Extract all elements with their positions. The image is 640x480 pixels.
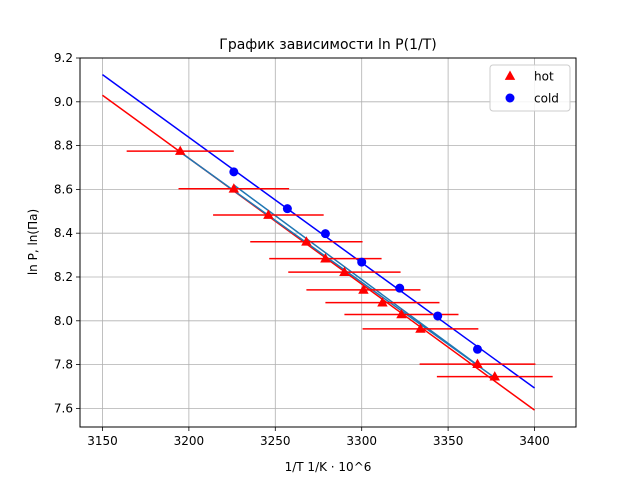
hot-point	[263, 209, 274, 219]
legend: hot cold	[489, 64, 571, 112]
hot-point	[301, 236, 312, 246]
y-tick-label: 8.2	[54, 270, 73, 284]
y-tick-label: 8.0	[54, 314, 73, 328]
hot-point	[320, 253, 331, 263]
hot-point	[228, 183, 240, 193]
x-axis-ticks: 3150 3200 3250 3300 3350 3400	[87, 427, 550, 448]
hot-point	[489, 371, 500, 381]
x-tick-label: 3300	[346, 434, 377, 448]
y-axis-ticks: 7.6 7.8 8.0 8.2 8.4 8.6 8.8 9.0 9.2	[54, 51, 80, 415]
legend-label-cold: cold	[534, 92, 559, 106]
y-tick-label: 9.2	[54, 51, 73, 65]
y-tick-label: 8.8	[54, 139, 73, 153]
x-tick-label: 3200	[174, 434, 205, 448]
cold-point	[282, 204, 292, 214]
x-tick-label: 3400	[519, 434, 550, 448]
y-tick-label: 7.8	[54, 358, 73, 372]
cold-point	[395, 283, 405, 293]
legend-label-hot: hot	[534, 70, 554, 84]
y-tick-label: 8.6	[54, 182, 73, 196]
y-axis-label: ln P, ln(Па)	[26, 209, 40, 275]
cold-point	[229, 167, 239, 177]
hot-point	[415, 323, 426, 333]
x-tick-label: 3250	[260, 434, 291, 448]
x-tick-label: 3150	[87, 434, 118, 448]
cold-point	[433, 311, 443, 321]
hot-point	[175, 145, 186, 155]
hot-point	[339, 266, 350, 277]
x-tick-label: 3350	[433, 434, 464, 448]
hot-point	[472, 358, 483, 368]
fit-line	[102, 74, 535, 389]
y-tick-label: 9.0	[54, 95, 73, 109]
hot-point	[377, 297, 388, 307]
hot-point	[358, 284, 369, 294]
fit-line	[102, 94, 535, 411]
cold-point	[357, 257, 367, 267]
data-markers	[175, 145, 500, 381]
hot-point	[396, 308, 407, 319]
chart-title: График зависимости ln P(1/T)	[219, 37, 436, 53]
y-tick-label: 8.4	[54, 226, 73, 240]
cold-point	[320, 229, 330, 239]
x-axis-label: 1/T 1/K · 10^6	[285, 460, 372, 474]
legend-cold-marker	[505, 93, 515, 103]
legend-hot-marker	[504, 70, 516, 80]
cold-point	[472, 344, 482, 354]
axes-frame	[79, 57, 577, 428]
plot-area	[102, 74, 553, 411]
y-tick-label: 7.6	[54, 401, 73, 415]
